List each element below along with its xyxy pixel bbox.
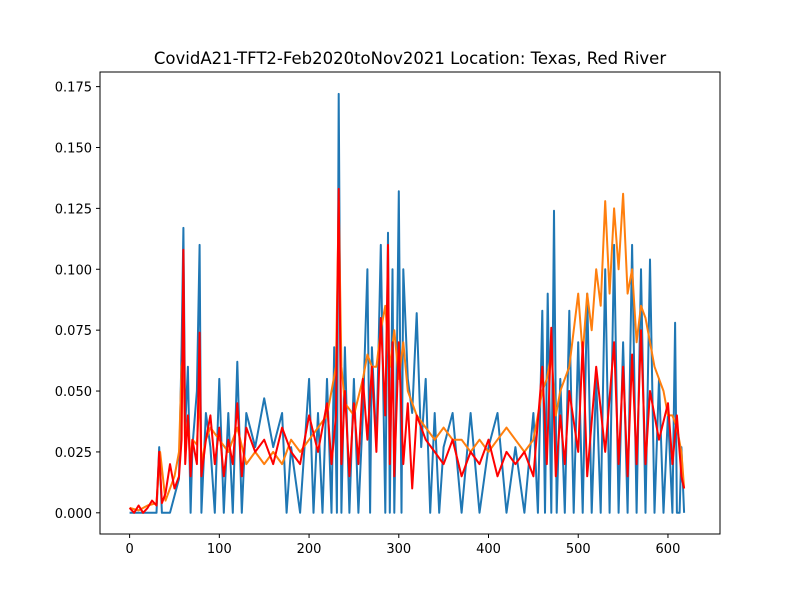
x-tick-label: 500 bbox=[566, 542, 591, 557]
plot-area-frame bbox=[99, 71, 721, 535]
y-tick-label: 0.125 bbox=[55, 202, 92, 217]
series-line-1 bbox=[129, 92, 686, 514]
x-tick-label: 300 bbox=[386, 542, 411, 557]
y-tick-label: 0.050 bbox=[55, 385, 92, 400]
x-tick-label: 100 bbox=[207, 542, 232, 557]
series-line-3 bbox=[128, 187, 686, 514]
x-axis: 0 100 200 300 400 500 600 bbox=[125, 534, 680, 557]
y-tick-label: 0.075 bbox=[55, 324, 92, 339]
x-tick-label: 0 bbox=[125, 542, 133, 557]
y-tick-label: 0.175 bbox=[55, 81, 92, 96]
chart-title: CovidA21-TFT2-Feb2020toNov2021 Location:… bbox=[154, 49, 666, 68]
y-tick-label: 0.000 bbox=[55, 507, 92, 522]
series-layer bbox=[128, 92, 686, 514]
y-tick-label: 0.025 bbox=[55, 446, 92, 461]
y-tick-label: 0.150 bbox=[55, 141, 92, 156]
x-tick-label: 400 bbox=[476, 542, 501, 557]
y-tick-label: 0.100 bbox=[55, 263, 92, 278]
x-tick-label: 600 bbox=[656, 542, 681, 557]
x-tick-label: 200 bbox=[297, 542, 322, 557]
y-axis: 0.000 0.025 0.050 0.075 0.100 0.125 0.150 0.175 bbox=[55, 81, 100, 522]
